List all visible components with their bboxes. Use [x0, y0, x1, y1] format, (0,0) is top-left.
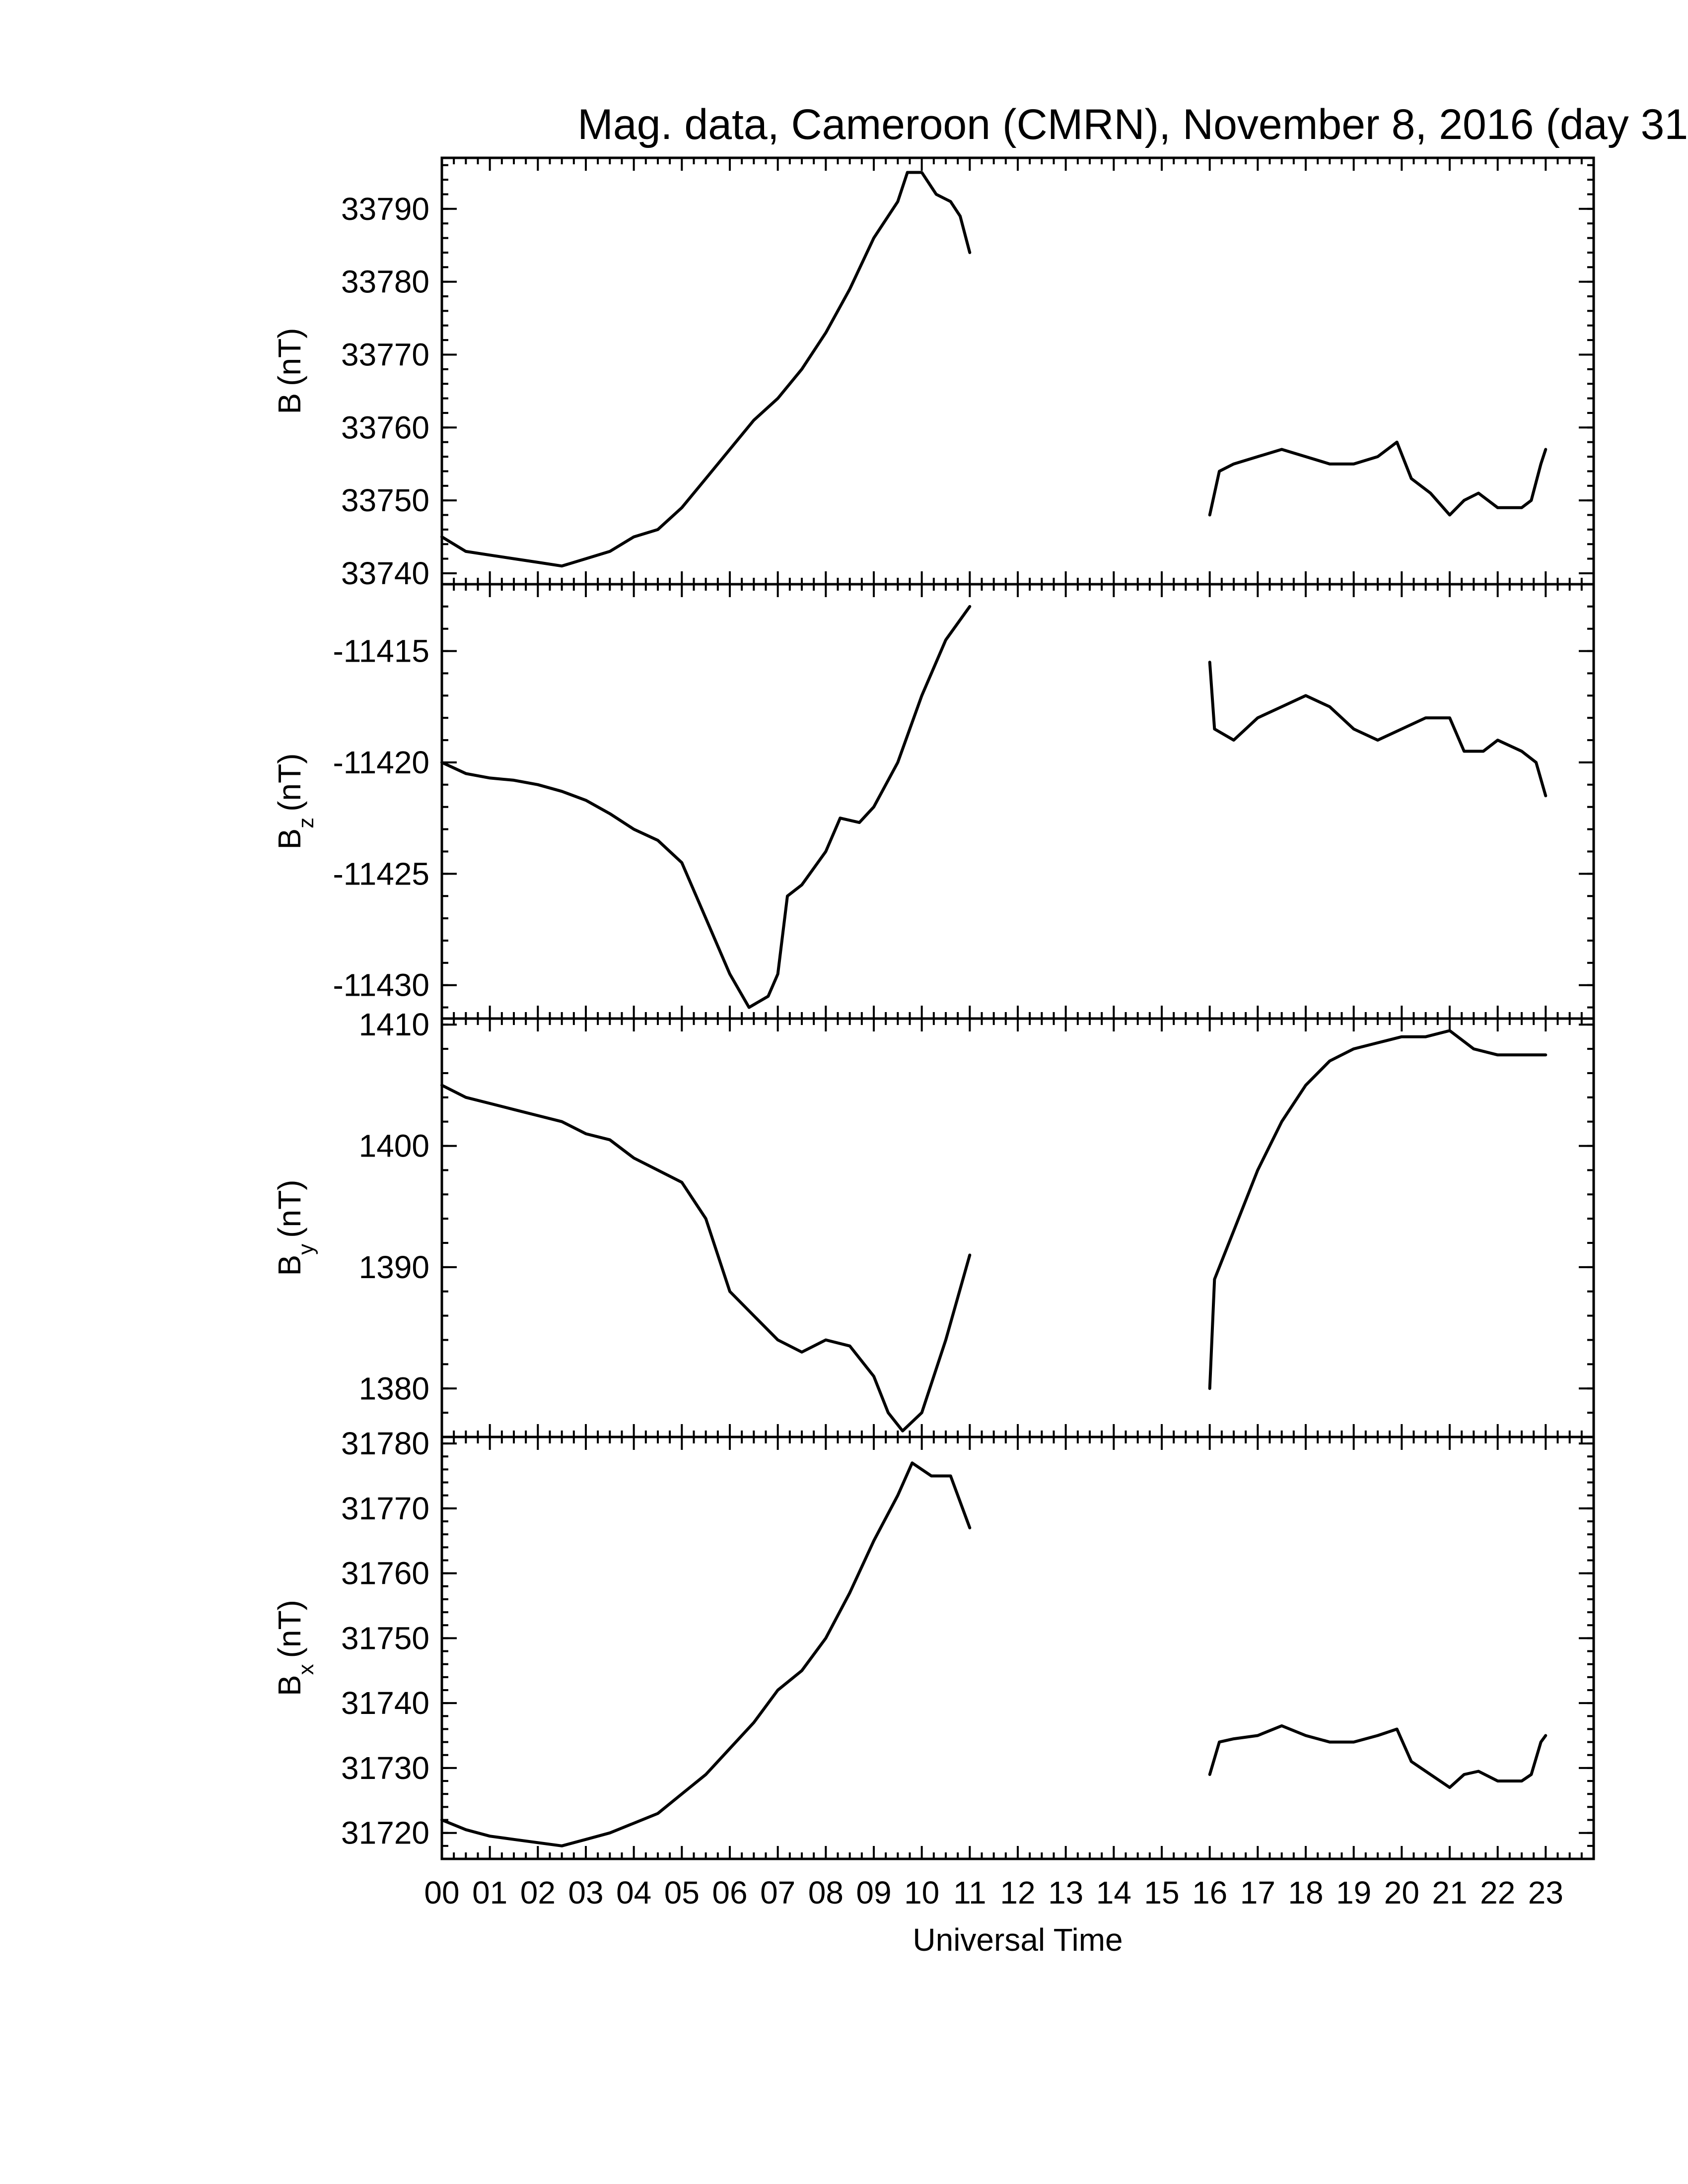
x-tick-label: 20: [1384, 1875, 1419, 1911]
x-tick-label: 08: [808, 1875, 844, 1911]
y-tick-label: 33740: [341, 555, 429, 591]
x-tick-label: 13: [1048, 1875, 1083, 1911]
x-tick-label: 04: [616, 1875, 651, 1911]
x-tick-label: 05: [664, 1875, 700, 1911]
x-tick-label: 18: [1288, 1875, 1323, 1911]
x-tick-label: 03: [568, 1875, 603, 1911]
y-tick-label: 31760: [341, 1556, 429, 1591]
x-tick-label: 00: [424, 1875, 459, 1911]
series-By-segment-2: [1208, 1029, 1547, 1390]
x-tick-label: 19: [1336, 1875, 1371, 1911]
x-tick-label: 11: [953, 1875, 986, 1911]
y-tick-label: 1400: [359, 1128, 429, 1164]
y-tick-label: 1380: [359, 1370, 429, 1406]
y-tick-label: 31720: [341, 1815, 429, 1851]
series-By-segment-1: [440, 1084, 972, 1433]
x-tick-label: 09: [856, 1875, 891, 1911]
panel-Bz: -11430 -11425 -11420 -11415 Bz (nT): [272, 583, 1595, 1020]
x-tick-label: 14: [1096, 1875, 1131, 1911]
y-tick-label: 1390: [359, 1249, 429, 1285]
panel-frame-B: [440, 156, 1595, 586]
panel-By: 1380 1390 1400 1410 By (nT): [272, 1007, 1595, 1438]
y-axis-unit: (nT): [272, 1600, 307, 1658]
y-tick-label: -11425: [333, 856, 429, 891]
panel-Bx: 31720 31730 31740 31750 31760 31770 31780 Bx (nT…: [272, 1426, 1595, 1860]
y-tick-label: 31750: [341, 1620, 429, 1656]
y-tick-label: 31780: [341, 1426, 429, 1461]
x-tick-label: 02: [520, 1875, 556, 1911]
y-axis-subscript: y: [294, 1244, 318, 1255]
y-axis-symbol: B: [272, 393, 307, 414]
y-tick-label: 33780: [341, 264, 429, 300]
x-tick-label: 23: [1528, 1875, 1563, 1911]
y-axis-symbol: B: [272, 1675, 307, 1696]
y-tick-label: 31730: [341, 1750, 429, 1786]
y-tick-label: -11430: [333, 967, 429, 1003]
x-tick-label: 16: [1192, 1875, 1227, 1911]
series-B-segment-1: [440, 171, 972, 568]
x-tick-label: 12: [1000, 1875, 1035, 1911]
y-tick-label: 1410: [359, 1007, 429, 1042]
y-axis-symbol: B: [272, 828, 307, 850]
x-tick-label: 01: [472, 1875, 507, 1911]
y-tick-label: -11420: [333, 745, 429, 780]
series-Bx-segment-1: [440, 1461, 972, 1847]
y-tick-label: 33760: [341, 410, 429, 445]
y-tick-label: 31770: [341, 1491, 429, 1526]
y-axis-symbol: B: [272, 1255, 307, 1276]
panel-frame-Bx: [440, 1435, 1595, 1860]
y-axis-unit: (nT): [272, 753, 307, 812]
x-axis: 00 01 02 03 04 05 06 07 08 09 10 11 12 13 14 15 16 17 18 19…: [424, 1875, 1563, 1911]
series-Bz-segment-2: [1208, 661, 1547, 798]
y-axis-title-Bx: Bx (nT): [272, 1600, 318, 1696]
y-axis-title-B: B (nT): [272, 328, 307, 414]
x-tick-label: 06: [712, 1875, 747, 1911]
x-tick-label: 07: [760, 1875, 795, 1911]
x-tick-label: 17: [1240, 1875, 1275, 1911]
x-tick-label: 15: [1144, 1875, 1179, 1911]
panel-B: 33740 33750 33760 33770 33780 33790 B (nT): [272, 156, 1595, 591]
panels-group: 337403375033760337703378033790B(nT)-1143…: [272, 156, 1595, 1860]
x-tick-label: 10: [904, 1875, 939, 1911]
x-tick-label: 22: [1480, 1875, 1515, 1911]
y-axis-subscript: z: [294, 818, 318, 828]
y-tick-label: 33770: [341, 337, 429, 372]
y-axis-unit: (nT): [272, 1180, 307, 1238]
series-Bz-segment-1: [440, 605, 972, 1009]
panel-frame-By: [440, 1017, 1595, 1438]
y-tick-label: 33750: [341, 482, 429, 518]
x-axis-title: Universal Time: [913, 1922, 1123, 1958]
figure-title: Mag. data, Cameroon (CMRN), November 8, …: [577, 101, 1688, 148]
y-axis-unit: (nT): [272, 328, 307, 386]
y-axis-subscript: x: [294, 1664, 318, 1675]
y-axis-title-Bz: Bz (nT): [272, 753, 318, 850]
series-Bx-segment-2: [1208, 1724, 1547, 1789]
y-tick-label: 31740: [341, 1685, 429, 1721]
y-tick-label: 33790: [341, 191, 429, 227]
x-tick-label: 21: [1432, 1875, 1467, 1911]
panel-frame-Bz: [440, 583, 1595, 1020]
y-axis-title-By: By (nT): [272, 1180, 318, 1276]
y-tick-label: -11415: [333, 633, 429, 669]
series-B-segment-2: [1208, 440, 1547, 517]
